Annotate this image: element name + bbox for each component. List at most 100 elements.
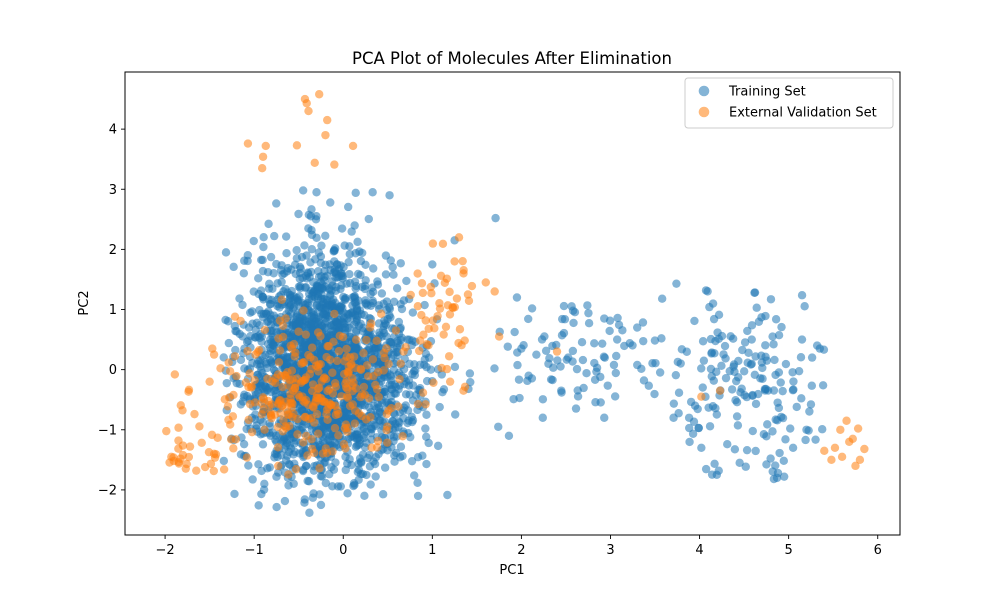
data-point [274,398,283,408]
data-point [427,289,436,298]
data-point [556,362,565,371]
data-point [433,311,442,321]
data-point [291,465,301,474]
data-point [304,477,314,486]
y-tick-label: −2 [98,483,117,498]
data-point [402,276,411,286]
data-point [571,404,581,413]
data-point [351,188,360,198]
data-point [371,472,380,481]
data-point [228,412,238,421]
data-point [380,463,390,472]
data-point [364,214,373,224]
data-point [557,388,566,397]
data-point [254,274,263,283]
data-point [332,260,342,269]
x-axis-label: PC1 [499,563,524,578]
data-point [317,472,327,481]
data-point [298,273,307,283]
data-point [494,332,504,341]
data-point [225,367,235,376]
data-point [685,437,694,447]
data-point [379,321,388,331]
data-point [644,381,653,390]
data-point [343,393,353,403]
data-point [289,479,298,488]
y-tick-label: 3 [109,183,117,198]
data-point [340,241,349,250]
data-point [780,472,789,481]
data-point [287,366,297,375]
data-point [851,461,860,471]
data-point [220,395,229,404]
data-point [304,106,313,116]
data-point [330,160,339,169]
data-point [181,464,190,473]
data-point [230,312,240,321]
data-point [836,425,845,434]
data-point [792,402,801,412]
data-point [271,378,280,388]
data-point [258,440,268,449]
data-point [454,233,464,242]
data-point [338,332,348,342]
x-tick-label: 2 [517,543,525,558]
data-point [750,288,759,297]
data-point [411,390,421,400]
data-point [334,431,343,440]
data-point [788,386,798,395]
data-point [354,475,363,485]
data-point [244,461,253,470]
data-point [463,290,473,299]
data-point [776,378,785,387]
data-point [786,424,795,433]
data-point [397,304,407,314]
data-point [532,350,541,359]
data-point [413,399,423,409]
data-point [396,359,405,368]
data-point [244,336,253,345]
data-point [389,365,399,374]
data-point [242,453,252,462]
data-point [440,278,450,288]
data-point [265,349,274,359]
data-point [284,470,293,479]
data-point [356,364,365,374]
legend-marker-external-validation-set [698,106,710,118]
data-point [730,445,740,454]
data-point [249,236,258,246]
data-point [359,348,368,358]
data-point [375,328,384,337]
data-point [247,307,257,316]
data-point [170,370,180,379]
data-point [413,478,422,487]
data-point [374,392,383,402]
data-point [399,347,408,356]
data-point [421,316,430,325]
data-point [264,396,273,406]
data-point [258,418,267,427]
data-point [428,239,438,248]
data-point [314,316,324,325]
data-point [455,325,465,334]
data-point [770,355,779,365]
data-point [255,333,264,343]
data-point [386,256,395,265]
data-point [239,269,249,278]
data-point [248,319,257,328]
data-point [378,490,388,499]
data-point [247,427,257,437]
data-point [815,344,825,353]
data-point [514,375,524,384]
data-point [339,292,348,302]
data-point [300,495,309,504]
data-point [751,446,760,456]
data-point [491,213,500,223]
data-point [229,390,238,400]
data-point [437,370,446,379]
data-point [437,363,446,373]
data-point [297,359,306,368]
data-point [797,291,807,300]
data-point [756,374,765,383]
data-point [797,335,807,344]
